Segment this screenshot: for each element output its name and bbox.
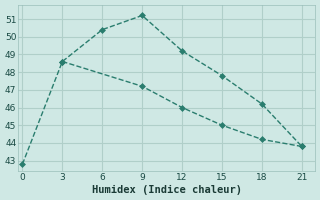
X-axis label: Humidex (Indice chaleur): Humidex (Indice chaleur) [92, 185, 242, 195]
